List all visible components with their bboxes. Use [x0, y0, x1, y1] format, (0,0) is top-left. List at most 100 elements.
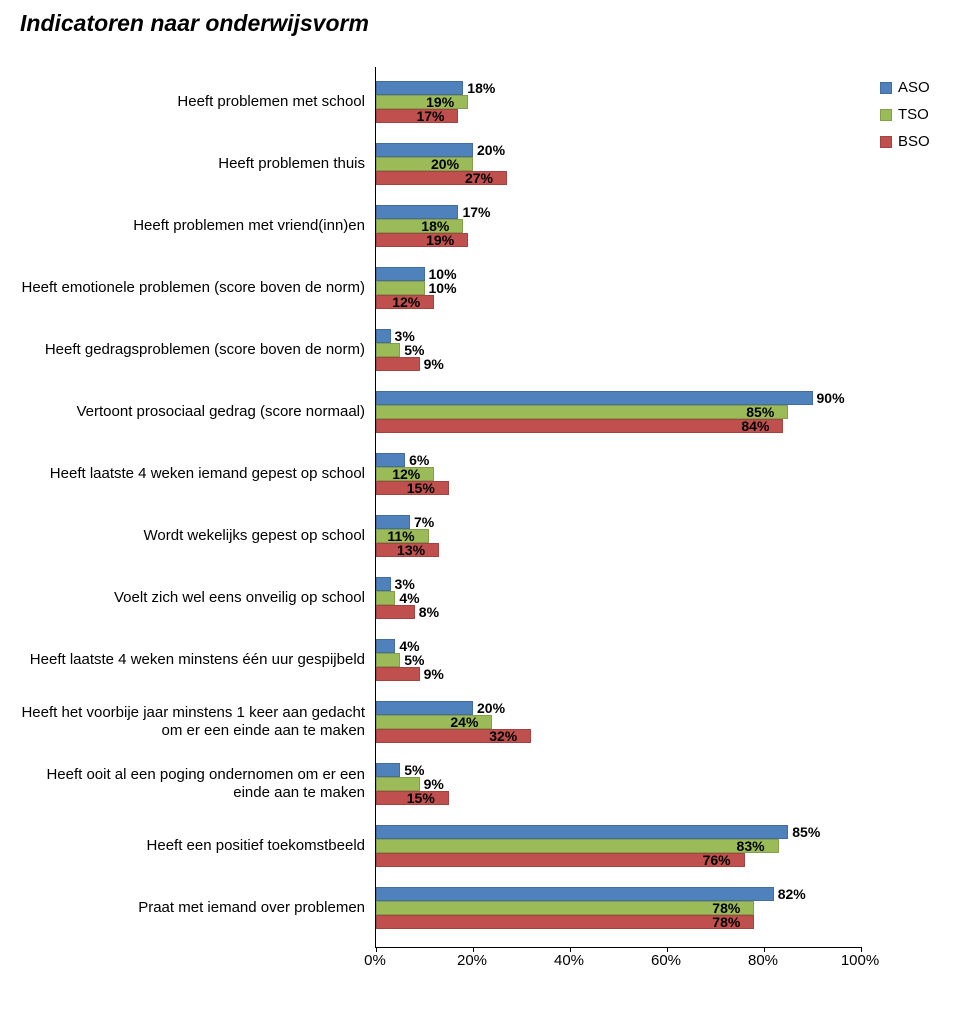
- bar: [376, 701, 473, 715]
- legend-item-bso: BSO: [880, 133, 930, 150]
- bar: [376, 839, 779, 853]
- category-label: Heeft problemen met school: [20, 93, 365, 111]
- bar-group: 90% 85%84%: [376, 385, 861, 439]
- category-label: Heeft emotionele problemen (score boven …: [20, 279, 365, 297]
- bar-value-label: 78%: [712, 901, 740, 915]
- bar-value-label: 5%: [404, 653, 424, 667]
- bar: [376, 591, 395, 605]
- category-label: Heeft een positief toekomstbeeld: [20, 837, 365, 855]
- bar: [376, 267, 425, 281]
- x-axis-tick-label: 80%: [743, 952, 783, 969]
- bar: [376, 81, 463, 95]
- bar-value-label: 9%: [424, 777, 444, 791]
- bar: [376, 777, 420, 791]
- bar: [376, 405, 788, 419]
- bar: [376, 143, 473, 157]
- legend-label-aso: ASO: [898, 79, 930, 96]
- x-axis-tick-label: 0%: [355, 952, 395, 969]
- chart-plot: 18%19%17%20%20%27%17%18%19%10%10%12%3%5%…: [375, 67, 861, 948]
- bar-value-label: 84%: [741, 419, 769, 433]
- bar-group: 6%12%15%: [376, 447, 861, 501]
- category-label: Voelt zich wel eens onveilig op school: [20, 589, 365, 607]
- legend-swatch-aso: [880, 82, 892, 94]
- bar-value-label: 19%: [426, 233, 454, 247]
- bar: [376, 853, 745, 867]
- category-label: Heeft problemen thuis: [20, 155, 365, 173]
- chart-title: Indicatoren naar onderwijsvorm: [20, 10, 940, 37]
- category-label: Heeft ooit al een poging ondernomen om e…: [20, 766, 365, 802]
- bar-value-label: 11%: [387, 529, 414, 543]
- bar-value-label: 5%: [404, 343, 424, 357]
- legend-item-tso: TSO: [880, 106, 930, 123]
- bar-value-label: 10%: [429, 267, 457, 281]
- bar-group: 3%5%9%: [376, 323, 861, 377]
- bar-value-label: 10%: [429, 281, 457, 295]
- bar-value-label: 7%: [414, 515, 434, 529]
- legend-label-tso: TSO: [898, 106, 929, 123]
- bar-value-label: 4%: [399, 591, 419, 605]
- bar-value-label: 17%: [416, 109, 444, 123]
- category-label: Praat met iemand over problemen: [20, 899, 365, 917]
- category-label: Heeft laatste 4 weken minstens één uur g…: [20, 651, 365, 669]
- bar-value-label: 19%: [426, 95, 454, 109]
- bar: [376, 357, 420, 371]
- category-label: Vertoont prosociaal gedrag (score normaa…: [20, 403, 365, 421]
- bar-value-label: 85%: [792, 825, 820, 839]
- bar: [376, 825, 788, 839]
- bar-value-label: 5%: [404, 763, 424, 777]
- legend-item-aso: ASO: [880, 79, 930, 96]
- bar-group: 20%24% 32%: [376, 695, 861, 749]
- x-axis-tick-label: 100%: [840, 952, 880, 969]
- bar: [376, 639, 395, 653]
- bar-value-label: 83%: [737, 839, 765, 853]
- category-label: Heeft het voorbije jaar minstens 1 keer …: [20, 704, 365, 740]
- bar: [376, 329, 391, 343]
- bar: [376, 205, 458, 219]
- category-label: Wordt wekelijks gepest op school: [20, 527, 365, 545]
- bar-value-label: 9%: [424, 667, 444, 681]
- bar-value-label: 8%: [419, 605, 439, 619]
- bar-value-label: 90%: [817, 391, 845, 405]
- bar-value-label: 27%: [465, 171, 493, 185]
- bar: [376, 763, 400, 777]
- bar-value-label: 6%: [409, 453, 429, 467]
- legend-swatch-bso: [880, 136, 892, 148]
- bar: [376, 219, 463, 233]
- bar-group: 17% 18%19%: [376, 199, 861, 253]
- bar-group: 4%5%9%: [376, 633, 861, 687]
- bar-value-label: 20%: [477, 701, 505, 715]
- bar-value-label: 12%: [392, 295, 420, 309]
- category-label: Heeft gedragsproblemen (score boven de n…: [20, 341, 365, 359]
- chart-area: 18%19%17%20%20%27%17%18%19%10%10%12%3%5%…: [20, 67, 940, 977]
- x-axis-tick-label: 40%: [549, 952, 589, 969]
- bar-value-label: 12%: [392, 467, 420, 481]
- bar: [376, 233, 468, 247]
- bar-group: 5%9%15%: [376, 757, 861, 811]
- chart-legend: ASO TSO BSO: [880, 79, 930, 160]
- bar-group: 82%78%78%: [376, 881, 861, 935]
- bar-value-label: 32%: [489, 729, 517, 743]
- bar-value-label: 18%: [421, 219, 449, 233]
- bar: [376, 343, 400, 357]
- bar-group: 7%11%13%: [376, 509, 861, 563]
- bar-value-label: 24%: [450, 715, 478, 729]
- bar-value-label: 9%: [424, 357, 444, 371]
- bar: [376, 391, 813, 405]
- bar-group: 3%4%8%: [376, 571, 861, 625]
- x-axis-tick-label: 20%: [452, 952, 492, 969]
- bar-value-label: 15%: [407, 481, 435, 495]
- bar: [376, 605, 415, 619]
- bar-value-label: 85%: [746, 405, 774, 419]
- bar-value-label: 78%: [712, 915, 740, 929]
- legend-label-bso: BSO: [898, 133, 930, 150]
- bar-value-label: 20%: [477, 143, 505, 157]
- category-label: Heeft problemen met vriend(inn)en: [20, 217, 365, 235]
- bar-value-label: 4%: [399, 639, 419, 653]
- x-axis-tick-label: 60%: [646, 952, 686, 969]
- bar: [376, 453, 405, 467]
- category-label: Heeft laatste 4 weken iemand gepest op s…: [20, 465, 365, 483]
- bar-value-label: 15%: [407, 791, 435, 805]
- bar: [376, 577, 391, 591]
- bar: [376, 901, 754, 915]
- bar-value-label: 17%: [462, 205, 490, 219]
